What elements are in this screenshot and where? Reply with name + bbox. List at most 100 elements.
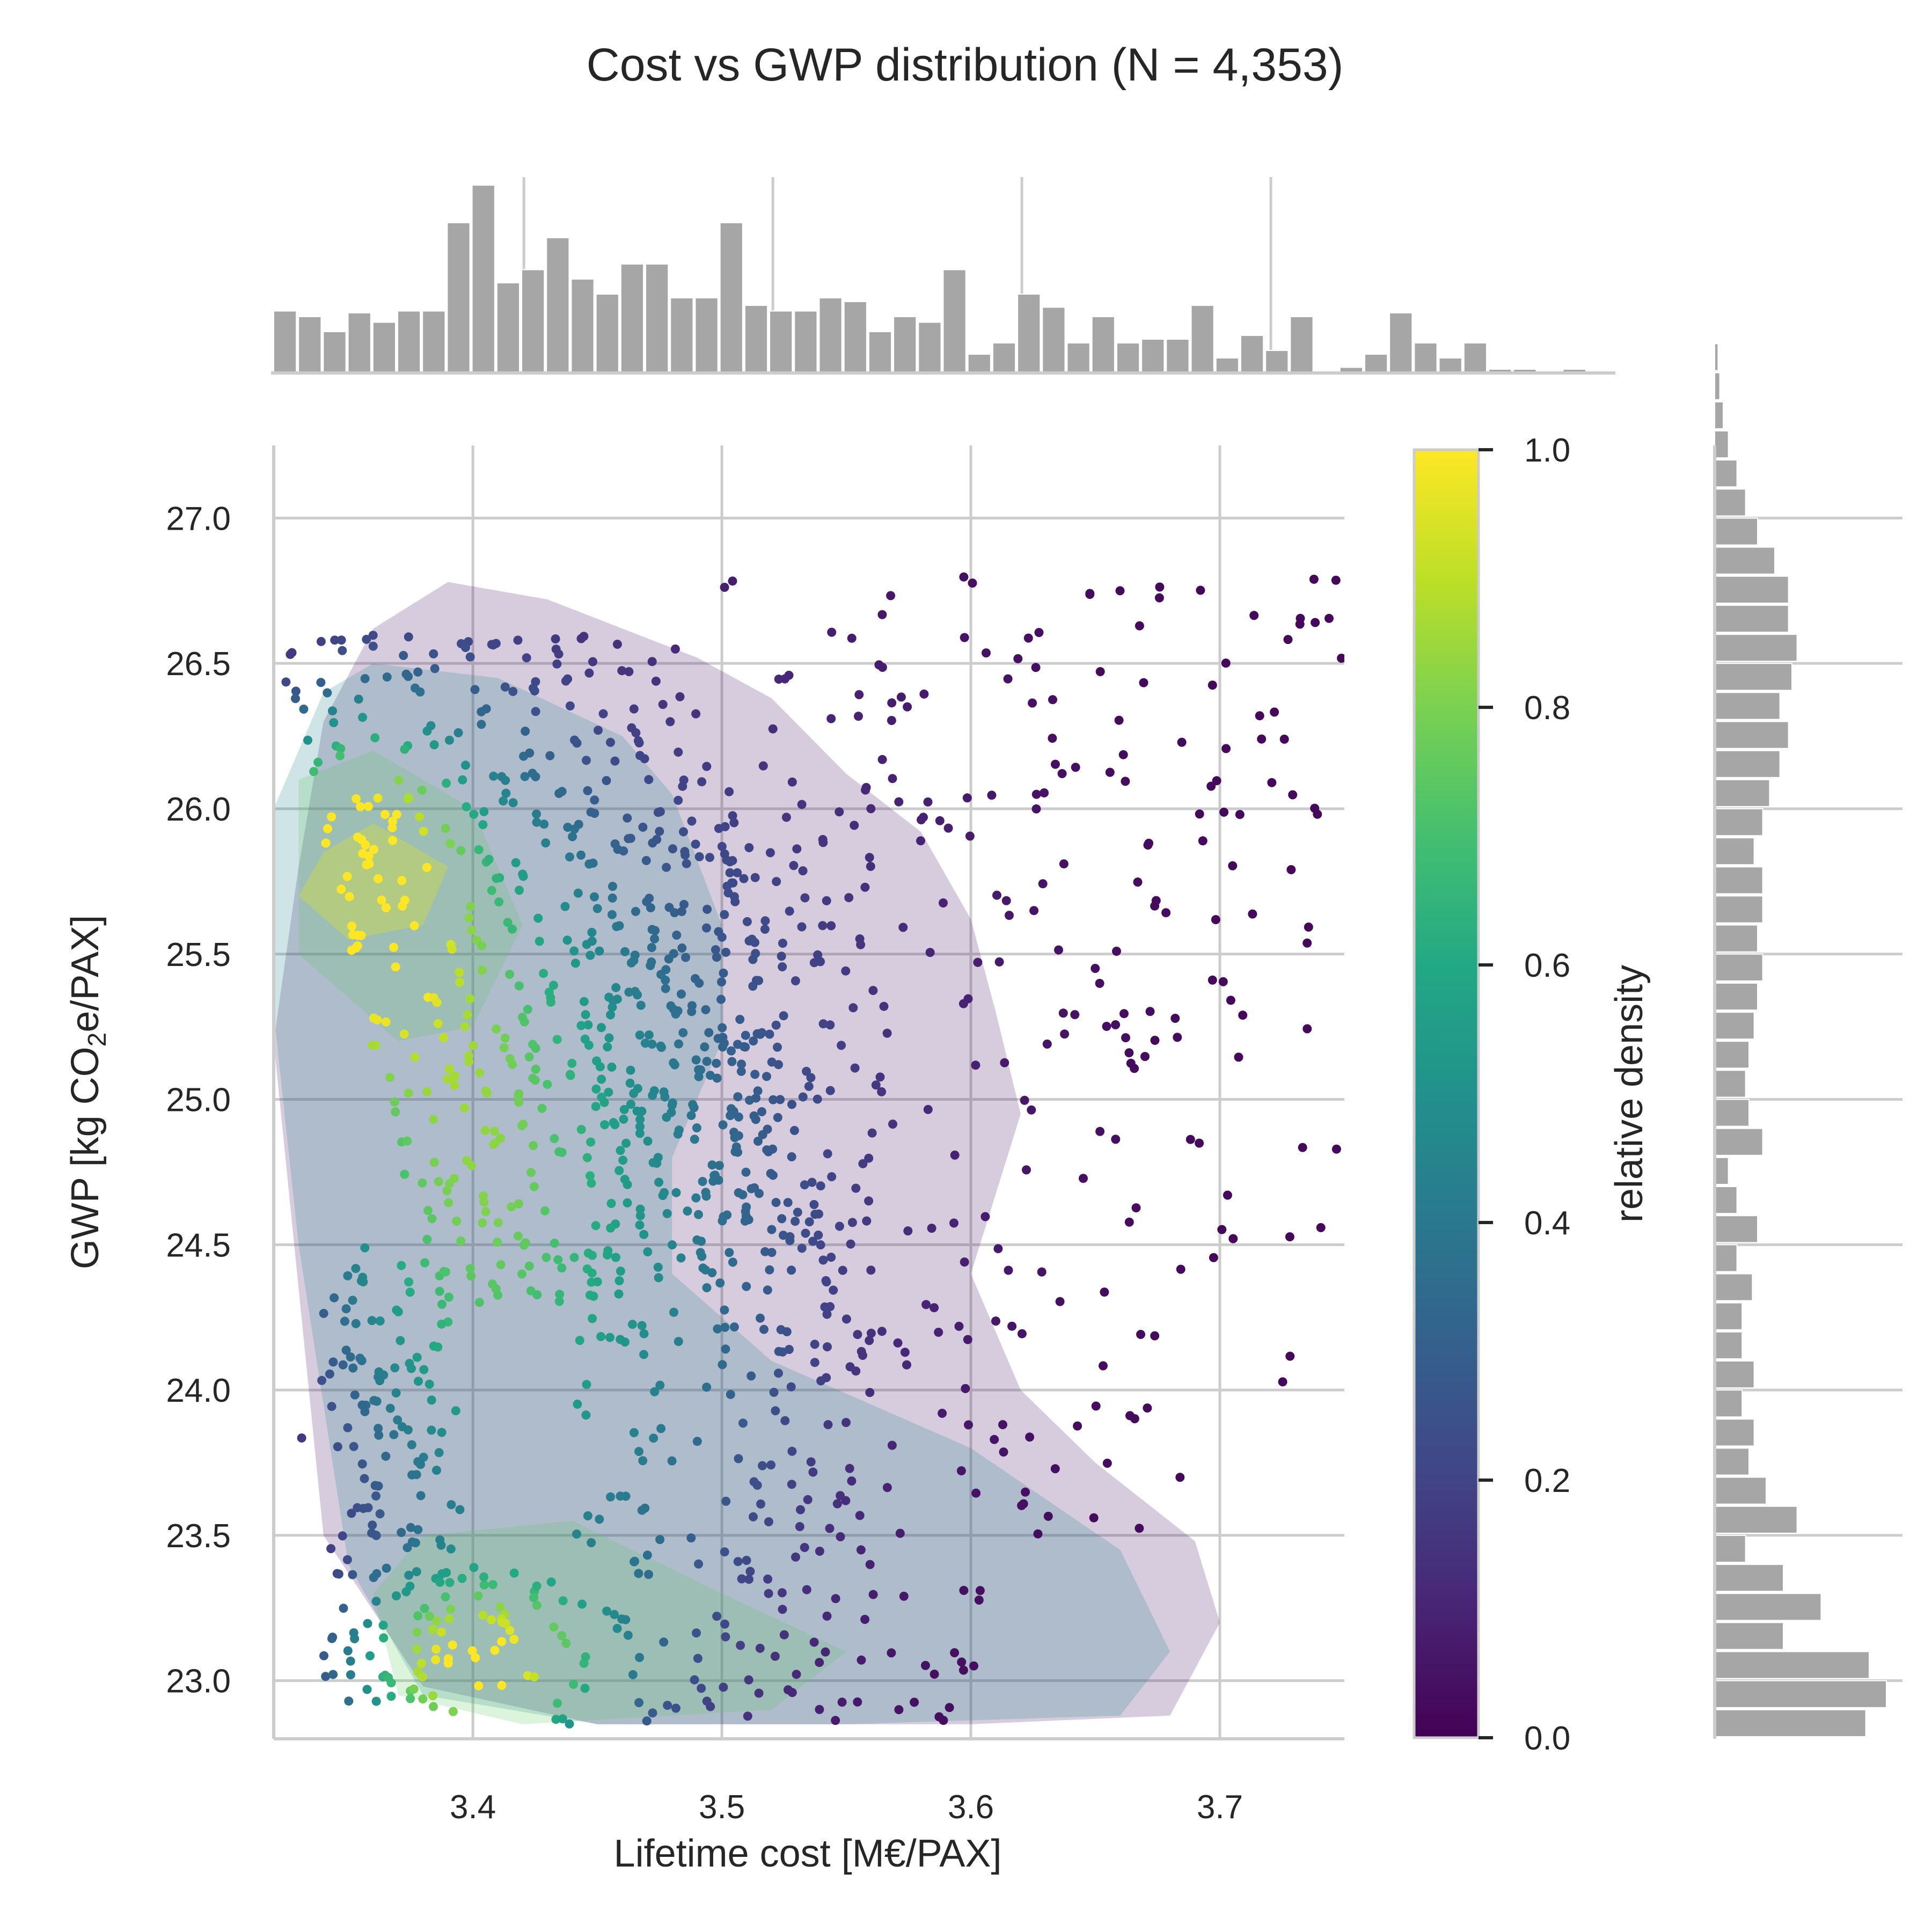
scatter-point — [686, 1533, 696, 1543]
scatter-point — [692, 1628, 701, 1638]
scatter-point — [576, 1125, 586, 1135]
scatter-point — [460, 1103, 469, 1113]
scatter-point — [776, 1325, 786, 1335]
scatter-point — [1071, 763, 1080, 772]
scatter-point — [787, 1265, 796, 1275]
histogram-bar — [372, 321, 397, 374]
histogram-bar — [1265, 350, 1289, 374]
scatter-point — [299, 704, 309, 714]
histogram-bar — [1066, 342, 1091, 374]
scatter-point — [368, 631, 378, 640]
scatter-point — [586, 1137, 596, 1147]
scatter-point — [360, 1474, 369, 1483]
scatter-point — [815, 1547, 824, 1556]
scatter-point — [1173, 1033, 1182, 1042]
scatter-point — [532, 1290, 542, 1300]
scatter-point — [697, 1684, 706, 1693]
scatter-point — [643, 1136, 653, 1146]
scatter-point — [729, 1128, 739, 1137]
scatter-point — [844, 893, 854, 903]
scatter-point — [409, 921, 419, 931]
scatter-point — [586, 950, 595, 960]
histogram-bar — [1714, 953, 1763, 982]
scatter-point — [642, 1716, 652, 1726]
scatter-point — [1302, 1024, 1312, 1034]
scatter-point — [1285, 1232, 1294, 1242]
scatter-point — [810, 1210, 820, 1219]
scatter-point — [680, 850, 690, 860]
scatter-point — [1217, 1225, 1227, 1234]
scatter-point — [806, 1457, 816, 1467]
scatter-point — [1126, 1058, 1136, 1068]
scatter-point — [367, 1528, 377, 1538]
scatter-point — [341, 1345, 351, 1355]
scatter-point — [619, 1115, 628, 1124]
scatter-point — [496, 1260, 506, 1270]
scatter-point — [338, 1531, 347, 1541]
scatter-point — [712, 1612, 722, 1621]
scatter-point — [994, 957, 1004, 967]
scatter-point — [422, 1087, 432, 1096]
histogram-bar — [1290, 316, 1314, 374]
scatter-point — [1228, 1234, 1238, 1243]
scatter-point — [802, 1585, 811, 1594]
scatter-point — [715, 1278, 725, 1288]
scatter-point — [853, 1697, 862, 1707]
scatter-point — [724, 1248, 734, 1257]
scatter-point — [499, 1043, 509, 1052]
scatter-point — [1025, 1432, 1035, 1442]
scatter-point — [478, 1218, 487, 1228]
scatter-point — [557, 1263, 567, 1273]
scatter-point — [987, 791, 997, 800]
scatter-point — [532, 809, 541, 819]
scatter-point — [687, 816, 697, 826]
scatter-point — [503, 918, 513, 927]
histogram-bar — [967, 354, 991, 374]
scatter-point — [466, 1271, 476, 1281]
scatter-point — [549, 1622, 559, 1632]
scatter-point — [1316, 1223, 1326, 1232]
scatter-point — [445, 839, 455, 848]
scatter-point — [779, 1011, 788, 1021]
scatter-point — [676, 1253, 686, 1263]
scatter-point — [541, 838, 551, 848]
scatter-point — [328, 1670, 338, 1679]
histogram-bar — [1714, 779, 1770, 807]
scatter-point — [1154, 593, 1164, 603]
scatter-point — [608, 882, 617, 891]
scatter-point — [362, 634, 371, 644]
histogram-bar — [1364, 354, 1388, 374]
scatter-point — [921, 1300, 931, 1309]
x-tick-label: 3.6 — [948, 1789, 994, 1826]
scatter-point — [545, 751, 555, 760]
scatter-point — [374, 874, 383, 883]
scatter-point — [621, 1138, 631, 1148]
scatter-point — [522, 653, 531, 663]
scatter-point — [553, 1699, 562, 1708]
scatter-point — [895, 1528, 905, 1538]
scatter-point — [402, 1136, 412, 1146]
scatter-point — [1091, 964, 1100, 973]
scatter-point — [1278, 1377, 1287, 1387]
histogram-bar — [1714, 1099, 1750, 1127]
scatter-point — [846, 1239, 855, 1249]
scatter-point — [719, 1682, 728, 1692]
scatter-point — [551, 1715, 561, 1724]
scatter-point — [921, 1660, 930, 1670]
scatter-point — [823, 1149, 832, 1159]
scatter-point — [691, 709, 701, 719]
scatter-point — [654, 1273, 663, 1283]
scatter-point — [592, 1056, 602, 1066]
scatter-point — [1070, 1010, 1080, 1020]
scatter-point — [1057, 769, 1067, 778]
scatter-point — [886, 591, 896, 601]
scatter-point — [378, 1620, 388, 1630]
scatter-point — [419, 826, 428, 836]
scatter-point — [562, 935, 572, 945]
scatter-point — [409, 1684, 419, 1694]
scatter-point — [950, 1150, 960, 1160]
scatter-point — [707, 1268, 717, 1277]
scatter-point — [626, 833, 635, 843]
scatter-point — [825, 1524, 835, 1533]
scatter-point — [338, 646, 347, 655]
